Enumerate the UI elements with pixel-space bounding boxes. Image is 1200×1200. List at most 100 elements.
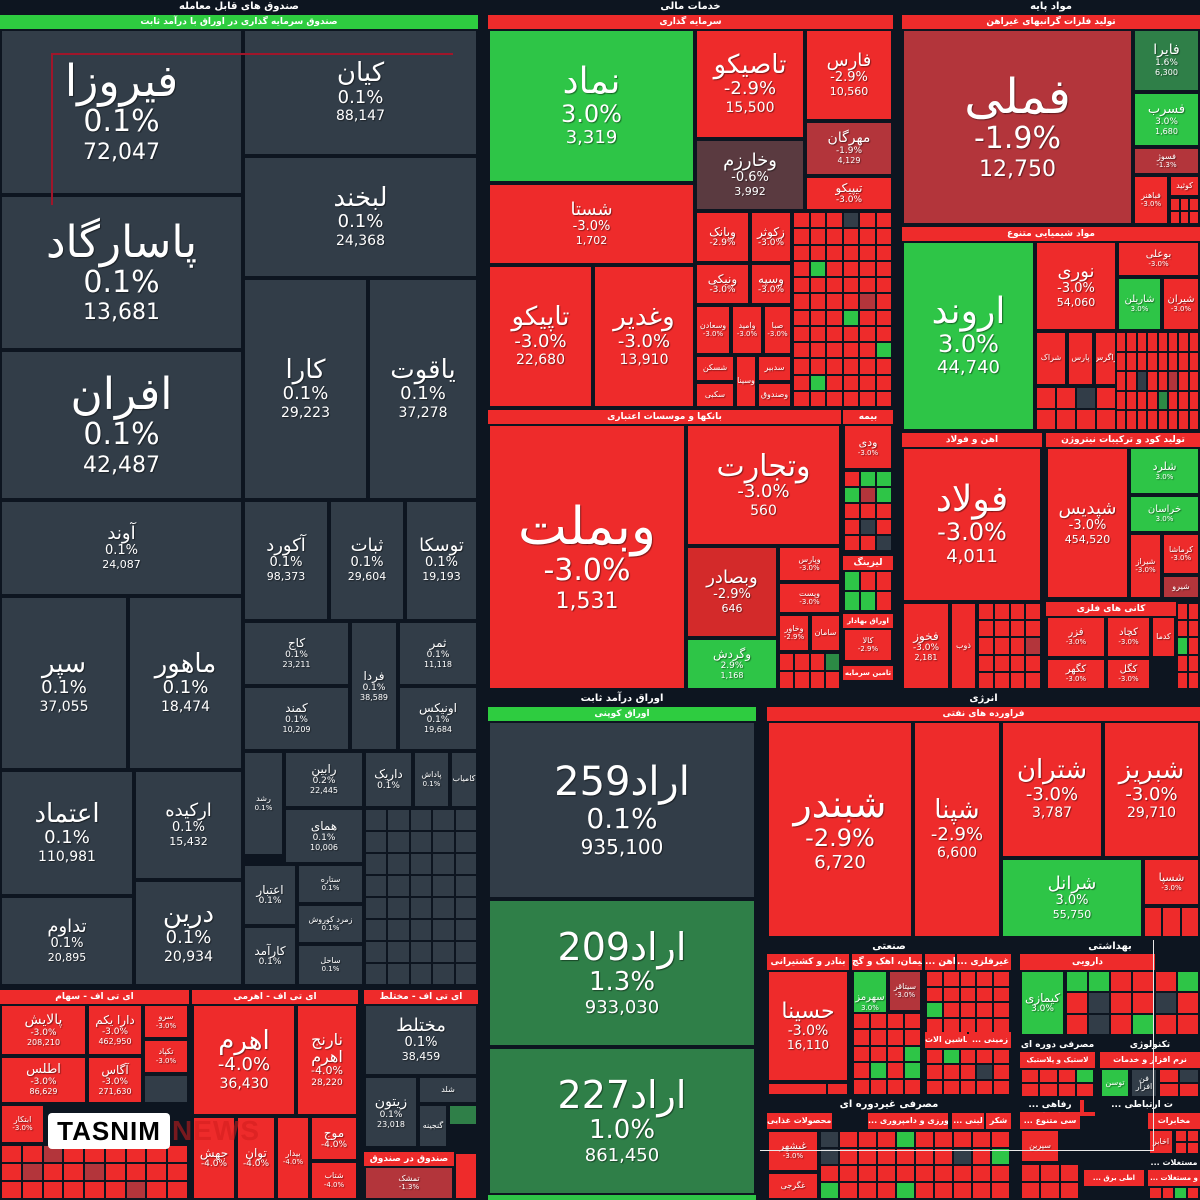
tile-bidar[interactable]: بیدار -4.0% [276, 1116, 310, 1200]
welfare-small-tiles[interactable] [1020, 1163, 1080, 1200]
tile-shasta[interactable]: شستا -3.0% 1,702 [488, 183, 695, 265]
tile-tadavom[interactable]: تداوم 0.1% 20,895 [0, 896, 134, 986]
tile-kousid[interactable]: کوثید [1169, 175, 1200, 197]
group-rubber-plastic[interactable]: لاستیک و پلاستیک [1020, 1052, 1095, 1068]
tile-yaghoot[interactable]: یاقوت 0.1% 37,278 [368, 278, 478, 500]
tile-etebar[interactable]: اعتبار 0.1% [243, 864, 297, 926]
tile-fasorb[interactable]: فسرب 3.0% 1,680 [1133, 92, 1200, 147]
tile-kimazi[interactable]: کیمازی 3.0% [1020, 970, 1065, 1036]
tile-shalord[interactable]: شلرد 3.0% [1129, 447, 1200, 495]
tile-fazar[interactable]: فزر -3.0% [1046, 616, 1106, 658]
group-bar-metal-ores[interactable]: کانی های فلزی [1046, 602, 1176, 616]
tile-sabat[interactable]: ثبات 0.1% 29,604 [329, 500, 405, 621]
tile-vaniki[interactable]: ونیکی -3.0% [695, 263, 750, 305]
group-ground[interactable]: ... زمینی [969, 1032, 1011, 1048]
tile-vapars[interactable]: وپارس -3.0% [778, 546, 841, 582]
tile-narenj-ahrom[interactable]: نارنج اهرم -4.0% 28,220 [296, 1004, 358, 1116]
tile-fayra[interactable]: فایرا 1.6% 6,300 [1133, 29, 1200, 92]
pharma-small-tiles[interactable] [1065, 970, 1200, 1036]
tile-etf-small-dark[interactable] [143, 1074, 189, 1104]
tile-tasiko[interactable]: تاصیکو -2.9% 15,500 [695, 29, 805, 139]
tile-shetab[interactable]: شتاب -4.0% [310, 1161, 358, 1200]
tile-akhaber[interactable]: اخابر [1148, 1129, 1174, 1155]
tile-tavan[interactable]: توان -4.0% [236, 1116, 276, 1200]
tile-zob[interactable]: ذوب [950, 602, 977, 690]
tile-kara[interactable]: کارا 0.1% 29,223 [243, 278, 368, 500]
tile-sharipilen[interactable]: شاریلن 3.0% [1117, 277, 1162, 331]
tile-sadbir[interactable]: سدبیر [757, 355, 792, 382]
cement-small-tiles[interactable] [852, 1012, 922, 1096]
group-bar-etf-leverage[interactable]: ای تی اف - اهرمی [192, 990, 358, 1004]
tile-saman[interactable]: سامان [810, 614, 841, 652]
tile-shasken[interactable]: شسکن [695, 355, 735, 382]
group-bar-fund-in-fund[interactable]: صندوق در صندوق [364, 1152, 454, 1166]
tile-samar[interactable]: ثمر 0.1% 11,118 [398, 621, 478, 686]
group-dairy[interactable]: ... لبنی [952, 1113, 984, 1129]
tile-shabandar[interactable]: شبندر -2.9% 6,720 [767, 721, 913, 938]
tile-hasina[interactable]: حسینا -3.0% 16,110 [767, 970, 849, 1082]
tile-ghegorji[interactable]: غگرجی [767, 1172, 819, 1200]
tile-palayesh[interactable]: پالایش -3.0% 208,210 [0, 1004, 87, 1056]
tile-kermasha[interactable]: کرماشا -3.0% [1162, 533, 1200, 575]
banks-small-tiles[interactable] [778, 652, 841, 690]
tile-shabriz[interactable]: شبریز -3.0% 29,710 [1103, 721, 1200, 858]
group-bar-fixed-income-funds[interactable]: صندوق سرمایه گذاری در اوراق با درآمد ثاب… [0, 15, 478, 29]
steel-small-tiles[interactable] [977, 602, 1042, 690]
tile-mixed-small-green[interactable] [448, 1104, 478, 1126]
tile-vakhavar[interactable]: وخاور -2.9% [778, 614, 810, 652]
group-nonmetal[interactable]: ... فنی غیرفلزی [957, 954, 1011, 970]
group-iron[interactable]: ... اهن [925, 954, 955, 970]
chemicals-lower-tiles[interactable] [1035, 386, 1117, 431]
group-bar-leasing[interactable]: لیزینگ [843, 556, 893, 570]
tile-fasuzh[interactable]: فسوژ -1.3% [1133, 147, 1200, 175]
group-bar-chemicals[interactable]: مواد شیمیایی متنوع [902, 227, 1200, 241]
group-bar-oil-products[interactable]: فراورده های نفتی [767, 707, 1200, 721]
tile-vabemellat[interactable]: وبملت -3.0% 1,531 [488, 424, 686, 690]
funds-small-tiles[interactable] [364, 808, 478, 986]
tile-vadi[interactable]: ودی -3.0% [843, 424, 893, 470]
tile-mokhtalet[interactable]: مختلط 0.1% 38,459 [364, 1004, 478, 1076]
financial-small-tiles[interactable] [792, 211, 893, 408]
group-ports-shipping[interactable]: بنادر و کشتیرانی [767, 954, 849, 970]
tile-sakabi[interactable]: سکبی [695, 382, 735, 408]
tile-atlas[interactable]: اطلس -3.0% 86,629 [0, 1056, 87, 1104]
tile-kaj[interactable]: کاج 0.1% 23,211 [243, 621, 350, 686]
tile-ebtekar[interactable]: ابتکار -3.0% [0, 1104, 45, 1144]
tile-kamand[interactable]: کمند 0.1% 10,209 [243, 686, 350, 751]
group-bar-banks[interactable]: بانکها و موسسات اعتباری [488, 410, 841, 424]
tile-avand[interactable]: آوند 0.1% 24,087 [0, 500, 243, 596]
group-bar-fertilizer[interactable]: تولید کود و ترکیبات نیتروژن [1046, 433, 1200, 447]
tile-vagardesh[interactable]: وگردش 2.9% 1,168 [686, 638, 778, 690]
group-bar-steel[interactable]: اهن و فولاد [902, 433, 1042, 447]
tile-farda[interactable]: فردا 0.1% 38,589 [350, 621, 398, 751]
tile-roshd[interactable]: رشد 0.1% [243, 751, 284, 856]
tile-separin[interactable]: سپرین [1020, 1129, 1060, 1163]
tile-fanafzar[interactable]: فن افزار [1130, 1068, 1158, 1098]
group-machinery[interactable]: ماشین الات [925, 1032, 967, 1048]
tile-afran[interactable]: افران 0.1% 42,487 [0, 350, 243, 500]
tile-sahel[interactable]: ساحل 0.1% [297, 944, 364, 986]
tile-fund-small[interactable] [454, 1152, 478, 1200]
tile-kian[interactable]: کیان 0.1% 88,147 [243, 29, 478, 156]
tile-foolad[interactable]: فولاد -3.0% 4,011 [902, 447, 1042, 602]
group-bar-investment[interactable]: سرمایه گذاری [488, 15, 893, 29]
tile-padash[interactable]: پاداش 0.1% [413, 751, 450, 808]
real-estate-small-tiles[interactable] [1148, 1186, 1200, 1200]
tile-vabsader[interactable]: وبصادر -2.9% 646 [686, 546, 778, 638]
tile-etemad[interactable]: اعتماد 0.1% 110,981 [0, 770, 134, 896]
tile-setareh[interactable]: ستاره 0.1% [297, 864, 364, 904]
group-real-estate[interactable]: ... و مستغلات [1148, 1170, 1200, 1186]
leasing-small-tiles[interactable] [843, 570, 893, 612]
group-other-food[interactable]: سایر محصولات غذایی [767, 1113, 832, 1129]
tile-zomorod-kourosh[interactable]: زمرد کوروش 0.1% [297, 904, 364, 944]
ports-small-tiles[interactable] [767, 1082, 849, 1096]
ore-small-tiles[interactable] [1176, 602, 1200, 690]
etf-equity-small-tiles[interactable] [0, 1144, 189, 1200]
tile-tuska[interactable]: توسکا 0.1% 19,193 [405, 500, 478, 621]
tile-kegol[interactable]: کگل -3.0% [1106, 658, 1151, 690]
tile-vasepah[interactable]: وسپه -3.0% [750, 263, 792, 305]
tile-tameshk[interactable]: تمشک -1.3% [364, 1166, 454, 1200]
tile-separ[interactable]: سپر 0.1% 37,055 [0, 596, 128, 770]
tile-fakhooz[interactable]: فخوز -3.0% 2,181 [902, 602, 950, 690]
tile-tipiko[interactable]: تیپیکو -3.0% [805, 176, 893, 211]
